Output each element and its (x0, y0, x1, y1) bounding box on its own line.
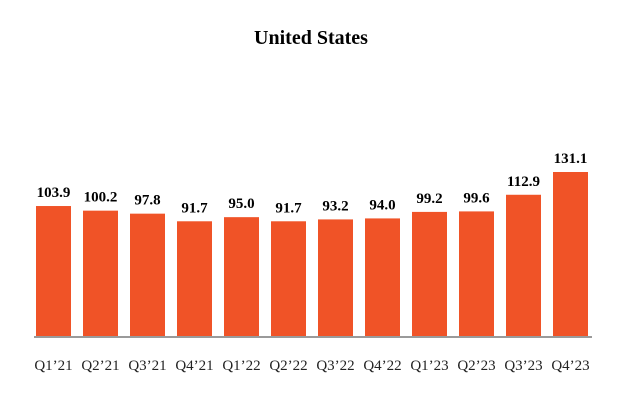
data-label: 131.1 (554, 151, 588, 167)
bar (177, 221, 212, 336)
x-tick-label: Q2’22 (269, 358, 307, 374)
data-label: 112.9 (507, 174, 540, 190)
data-label: 99.2 (416, 191, 442, 207)
x-tick-label: Q3’23 (504, 358, 542, 374)
data-label: 91.7 (181, 200, 208, 216)
data-label: 91.7 (275, 200, 302, 216)
data-label: 94.0 (369, 197, 395, 213)
bar (83, 210, 118, 336)
chart-title: United States (254, 27, 368, 49)
x-tick-label: Q1’22 (222, 358, 260, 374)
bar (553, 172, 588, 336)
bar (506, 194, 541, 336)
data-label: 103.9 (37, 185, 71, 201)
bar (318, 219, 353, 336)
bar (459, 211, 494, 336)
bar (224, 217, 259, 336)
data-label: 99.6 (463, 190, 490, 206)
x-tick-label: Q2’21 (81, 358, 119, 374)
x-tick-label: Q4’21 (175, 358, 213, 374)
data-label: 95.0 (228, 196, 254, 212)
x-tick-label: Q1’23 (410, 358, 448, 374)
bar (130, 213, 165, 336)
bar (365, 218, 400, 336)
bar (271, 221, 306, 336)
x-tick-label: Q1’21 (34, 358, 72, 374)
bar (36, 206, 71, 336)
bar (412, 211, 447, 336)
x-tick-label: Q3’22 (316, 358, 354, 374)
x-tick-label: Q2’23 (457, 358, 495, 374)
data-label: 100.2 (84, 190, 118, 206)
data-label: 97.8 (134, 193, 160, 209)
data-label: 93.2 (322, 198, 348, 214)
x-tick-label: Q4’23 (551, 358, 589, 374)
x-tick-label: Q3’21 (128, 358, 166, 374)
x-tick-label: Q4’22 (363, 358, 401, 374)
